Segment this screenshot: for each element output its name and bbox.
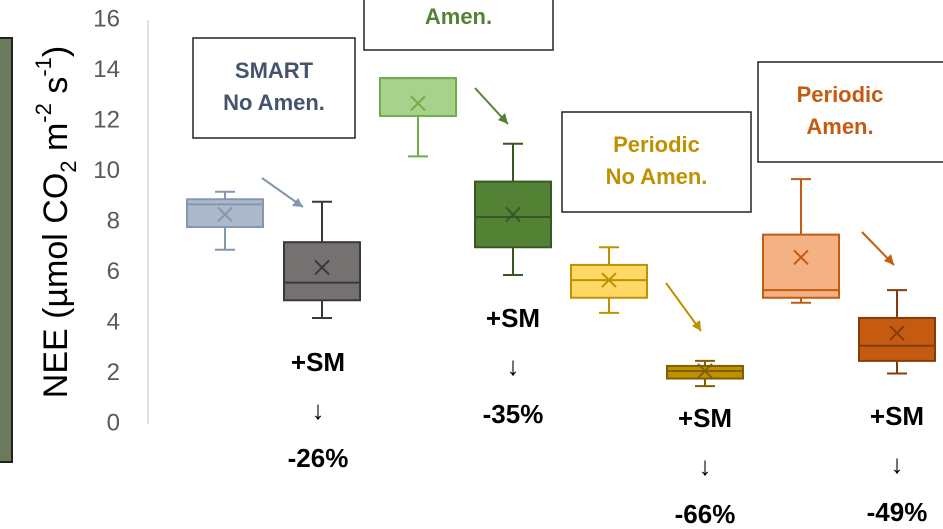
group-label: Periodic bbox=[797, 82, 884, 107]
y-label-part: NEE (µmol CO bbox=[37, 173, 75, 399]
annotation: -35% bbox=[483, 399, 544, 429]
box bbox=[380, 78, 456, 116]
label-box bbox=[193, 38, 355, 138]
group-label: No Amen. bbox=[606, 164, 708, 189]
y-tick-label: 6 bbox=[107, 258, 120, 285]
y-tick-label: 2 bbox=[107, 359, 120, 386]
y-tick-label: 4 bbox=[107, 308, 120, 335]
annotation: +SM bbox=[486, 303, 540, 333]
group-label: Periodic bbox=[613, 132, 700, 157]
y-label-part: 2 bbox=[56, 160, 81, 172]
box bbox=[284, 242, 360, 300]
y-tick-label: 16 bbox=[93, 5, 120, 32]
annotation: +SM bbox=[678, 403, 732, 433]
chart: NEE (µmol CO2 m-2 s-1) 0246810121416SMAR… bbox=[0, 0, 943, 529]
annotation: +SM bbox=[870, 401, 924, 431]
box bbox=[859, 318, 935, 361]
annotation: +SM bbox=[291, 347, 345, 377]
y-tick-label: 8 bbox=[107, 207, 120, 234]
label-box bbox=[562, 112, 751, 212]
y-tick-label: 12 bbox=[93, 106, 120, 133]
group-label: SMART bbox=[235, 58, 314, 83]
y-tick-label: 0 bbox=[107, 409, 120, 436]
label-box bbox=[758, 62, 943, 162]
y-axis-label: NEE (µmol CO2 m-2 s-1) bbox=[31, 46, 81, 398]
group-label: No Amen. bbox=[223, 90, 325, 115]
page: NEE (µmol CO2 m-2 s-1) 0246810121416SMAR… bbox=[0, 0, 943, 529]
annotation: ↓ bbox=[891, 449, 904, 479]
annotation: ↓ bbox=[699, 451, 712, 481]
y-label-part: -2 bbox=[31, 103, 56, 123]
annotation: -26% bbox=[288, 443, 349, 473]
annotation: -66% bbox=[675, 499, 736, 529]
y-tick-label: 14 bbox=[93, 56, 120, 83]
group-label: Amen. bbox=[806, 114, 873, 139]
annotation: ↓ bbox=[312, 395, 325, 425]
y-label-part: m bbox=[37, 123, 75, 161]
y-label-part: s bbox=[37, 77, 75, 103]
y-tick-label: 10 bbox=[93, 157, 120, 184]
photo-strip bbox=[0, 38, 12, 462]
y-label-part: -1 bbox=[31, 57, 56, 77]
annotation: ↓ bbox=[507, 351, 520, 381]
annotation: -49% bbox=[867, 497, 928, 527]
box bbox=[763, 235, 839, 298]
y-label-part: ) bbox=[37, 46, 75, 57]
group-label: Amen. bbox=[425, 4, 492, 29]
